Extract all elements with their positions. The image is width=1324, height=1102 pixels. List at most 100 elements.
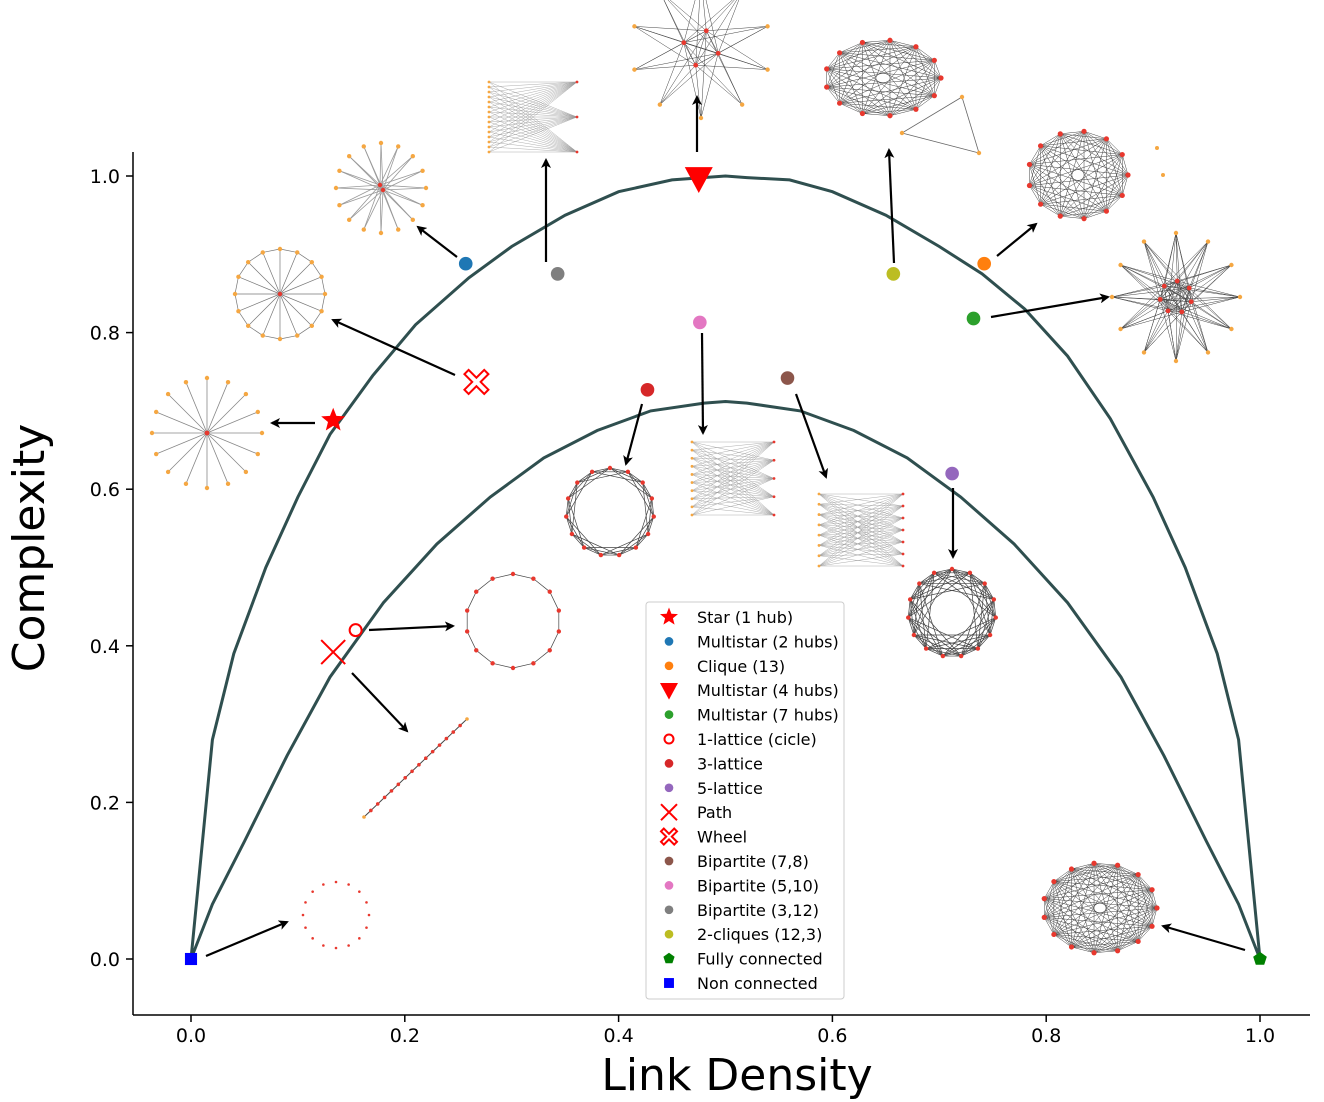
network-edge	[1029, 138, 1107, 186]
legend-label: Non connected	[697, 974, 818, 993]
network-edge	[818, 504, 904, 507]
network-edge	[818, 514, 904, 531]
network-edge	[1093, 863, 1139, 875]
network-edge	[977, 599, 995, 649]
network-edge	[818, 529, 904, 556]
network-edge	[919, 572, 935, 584]
network-node	[149, 430, 155, 436]
network-edge	[1143, 241, 1178, 282]
network-edge	[1143, 241, 1161, 300]
network-node	[598, 552, 604, 558]
network-edge	[279, 248, 298, 253]
network-edge	[1029, 185, 1061, 217]
network-node	[309, 259, 315, 265]
network-edge	[1106, 138, 1123, 196]
network-edge	[826, 42, 863, 70]
network-edge	[942, 599, 995, 657]
network-edge	[1188, 287, 1209, 353]
network-edge	[488, 81, 578, 128]
network-edge	[683, 0, 733, 43]
network-edge	[1188, 241, 1209, 289]
y-tick-label: 1.0	[90, 166, 120, 188]
network-edge	[1044, 917, 1095, 953]
network-node	[531, 661, 536, 666]
network-node	[337, 168, 342, 173]
network-edge	[961, 648, 979, 657]
network-node	[817, 564, 821, 568]
network-edge	[818, 505, 904, 567]
network-edge	[279, 293, 313, 327]
network-edge	[1176, 281, 1183, 312]
network-edge	[488, 81, 578, 98]
legend-marker	[664, 978, 674, 988]
network-edge	[818, 517, 904, 526]
network-edge	[1120, 264, 1161, 300]
network-edge	[1120, 285, 1165, 330]
network-node	[255, 451, 261, 457]
network-edge	[862, 42, 942, 79]
network-edge	[951, 568, 997, 618]
network-edge	[862, 113, 891, 116]
y-tick-label: 0.6	[90, 479, 120, 501]
annotation-arrow	[990, 293, 1110, 319]
network-edge	[488, 116, 578, 148]
network-node	[487, 90, 491, 94]
network-edge	[951, 568, 970, 574]
network-edge	[818, 534, 904, 567]
network-edge	[1060, 133, 1085, 219]
network-edge	[1083, 210, 1107, 219]
network-edge	[1044, 898, 1072, 948]
network-node	[304, 901, 307, 904]
network-edge	[488, 146, 578, 153]
network-edge	[1044, 874, 1139, 899]
network-edge	[206, 382, 229, 434]
network-edge	[1177, 241, 1209, 282]
network-node	[490, 576, 495, 581]
network-edge	[1164, 285, 1209, 353]
network-edge	[691, 458, 775, 497]
network-edge	[839, 52, 935, 96]
network-edge	[683, 26, 768, 43]
network-edge	[691, 478, 775, 516]
legend-label: Multistar (4 hubs)	[697, 681, 839, 700]
network-node	[322, 291, 328, 297]
network-edge	[1137, 889, 1153, 942]
network-edge	[1093, 863, 1139, 942]
network-edge	[1106, 195, 1123, 212]
network-edge	[1111, 280, 1178, 298]
network-edge	[1167, 310, 1209, 353]
network-edge	[691, 482, 775, 516]
network-edge	[642, 482, 655, 517]
network-edge	[1177, 280, 1241, 298]
network-edge	[691, 458, 775, 479]
network-node	[410, 153, 416, 159]
network-node	[347, 944, 350, 947]
network-edge	[1040, 154, 1123, 205]
network-edge	[1040, 145, 1061, 217]
network-node	[334, 880, 338, 884]
network-edge	[913, 583, 920, 636]
network-edge	[1044, 863, 1095, 899]
network-edge	[839, 40, 891, 104]
network-edge	[910, 572, 971, 600]
network-node	[487, 125, 491, 129]
network-edge	[1191, 301, 1209, 353]
network-edge	[889, 95, 935, 116]
network-edge	[1160, 299, 1232, 330]
network-edge	[1053, 934, 1139, 942]
network-node	[958, 653, 964, 659]
network-edge	[818, 514, 904, 519]
network-node	[1229, 262, 1234, 268]
network-node	[487, 135, 491, 139]
network-node	[260, 250, 265, 255]
network-edge	[512, 573, 534, 579]
network-node	[923, 646, 929, 651]
network-node	[817, 554, 821, 558]
network-node	[319, 274, 324, 279]
network-edge	[1029, 131, 1085, 186]
network-edge	[818, 514, 904, 567]
network-edge	[363, 184, 381, 230]
network-edge	[297, 325, 313, 336]
network-edge	[818, 504, 904, 567]
network-edge	[1053, 881, 1153, 890]
